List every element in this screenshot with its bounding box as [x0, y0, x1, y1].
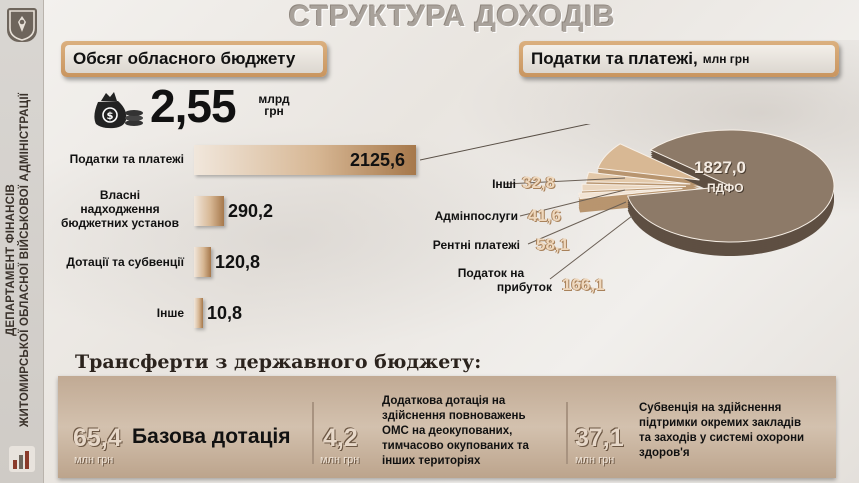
pie-slice-4: [578, 188, 683, 200]
transfer-3-desc-line: та заходів у системі охорони: [639, 432, 805, 444]
bar-value-0: 2125,6: [350, 150, 406, 170]
bar-chart-icon: [9, 446, 35, 472]
bar-label-own-line-2: надходження: [80, 202, 160, 216]
transfer-3-desc-line: здоров'я: [639, 447, 690, 459]
pie-slice-3: [581, 183, 687, 192]
bar-label-grants: Дотації та субвенції: [66, 255, 184, 269]
bar-0: [194, 145, 416, 175]
transfer-3-desc-line: підтримки окремих закладів: [639, 417, 802, 429]
transfer-2-desc-line: інших територіях: [382, 455, 481, 467]
transfer-3-value: 37,1: [575, 424, 624, 452]
transfer-2-desc-line: здійснення повноважень: [382, 410, 526, 422]
bar-label-own-line-1: Власні: [99, 188, 141, 202]
pie-value-pdfo: 1827,0: [694, 158, 746, 177]
transfer-divider-2: [566, 402, 568, 464]
transfer-divider-1: [312, 402, 314, 464]
pie-svg: [419, 103, 835, 280]
pie-value-admin: 41,6: [528, 206, 562, 225]
budget-total-value: 2,55: [150, 80, 237, 132]
taxes-pie-chart: [419, 103, 840, 314]
bar-value-1: 290,2: [228, 201, 274, 221]
pie-label-profit: Податок на прибуток: [430, 266, 552, 294]
transfer-3-desc-line: Субвенція на здійснення: [639, 402, 782, 414]
pie-value-profit: 166,1: [562, 275, 605, 294]
taxes-header: Податки та платежі, млн грн: [519, 41, 839, 77]
bar-label-own-revenue: Власні надходження бюджетних установ: [56, 188, 184, 230]
pie-leader-line: [549, 215, 633, 280]
money-bag-icon: $: [94, 92, 143, 129]
budget-total-unit: млрд грн: [252, 93, 296, 117]
bar-label-taxes: Податки та платежі: [69, 152, 184, 166]
bar-value-2: 120,8: [215, 252, 261, 272]
budget-header: Обсяг обласного бюджету: [61, 41, 327, 77]
pie-slice-2: [585, 171, 691, 185]
transfer-3-description: Субвенція на здійснення підтримки окреми…: [639, 401, 829, 461]
bar-label-other: Інше: [156, 306, 184, 320]
page-title: СТРУКТУРА ДОХОДІВ: [288, 0, 616, 33]
transfer-2-desc-line: тимчасово окупованих та: [382, 440, 529, 452]
bar-2: [194, 247, 211, 277]
transfer-2-description: Додаткова дотація на здійснення повноваж…: [382, 394, 562, 469]
budget-total-unit-line-1: млрд: [258, 92, 290, 106]
pie-leader-line: [504, 177, 626, 185]
transfer-2-desc-line: Додаткова дотація на: [382, 395, 506, 407]
organization-name: ДЕПАРТАМЕНТ ФІНАНСІВ ЖИТОМИРСЬКОЇ ОБЛАСН…: [4, 50, 32, 470]
pie-label-pdfo: ПДФО: [707, 181, 744, 195]
taxes-header-unit: млн грн: [702, 52, 750, 66]
bar-1: [194, 196, 224, 226]
budget-header-label: Обсяг обласного бюджету: [65, 45, 323, 73]
transfers-panel: [58, 376, 836, 478]
pie-value-other: 32,8: [522, 173, 556, 192]
pie-label-other: Інші: [492, 177, 516, 191]
transfer-3-unit: млн грн: [575, 454, 615, 466]
transfer-2-desc-line: ОМС на деокупованих,: [382, 425, 513, 437]
bar-value-3: 10,8: [207, 303, 243, 323]
bar-label-own-line-3: бюджетних установ: [60, 216, 180, 230]
transfer-1-name: Базова дотація: [132, 425, 291, 448]
bar-3: [194, 298, 203, 328]
pie-leader-line: [527, 201, 627, 245]
coat-of-arms-icon: [7, 8, 37, 42]
organization-line-1: ДЕПАРТАМЕНТ ФІНАНСІВ: [5, 183, 17, 337]
pie-value-rent: 58,1: [536, 235, 570, 254]
transfers-title: Трансферти з державного бюджету:: [75, 351, 482, 373]
pie-label-rent: Рентні платежі: [432, 238, 520, 252]
budget-total-unit-line-2: грн: [264, 104, 284, 118]
pie-slice-1: [597, 143, 700, 181]
pie-slice-0: [627, 129, 835, 243]
transfer-1-value: 65,4: [73, 424, 122, 452]
organization-line-2: ЖИТОМИРСЬКОЇ ОБЛАСНОЇ ВІЙСЬКОВОЇ АДМІНІС…: [19, 92, 31, 428]
pie-leader-line: [519, 189, 626, 217]
transfer-1-unit: млн грн: [74, 454, 114, 466]
taxes-header-label: Податки та платежі,: [531, 49, 698, 68]
pie-label-profit-line-1: Податок на: [457, 266, 525, 280]
transfer-2-value: 4,2: [323, 424, 358, 452]
sidebar: ДЕПАРТАМЕНТ ФІНАНСІВ ЖИТОМИРСЬКОЇ ОБЛАСН…: [0, 0, 44, 483]
svg-text:$: $: [107, 111, 114, 122]
pie-label-profit-line-2: прибуток: [496, 280, 552, 294]
pie-label-admin: Адмінпослуги: [434, 209, 518, 223]
transfer-2-unit: млн грн: [320, 454, 360, 466]
